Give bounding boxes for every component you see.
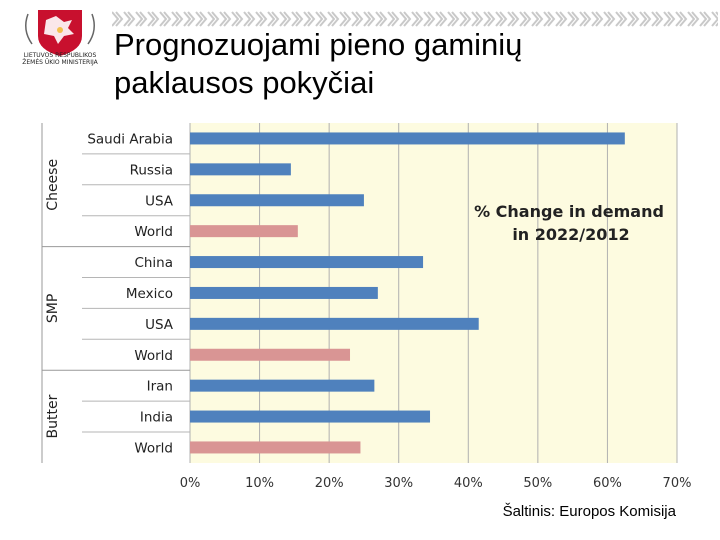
bar — [190, 379, 375, 392]
decorative-chevron — [639, 11, 652, 27]
decorative-chevron — [495, 11, 508, 27]
category-label: Iran — [147, 379, 173, 395]
decorative-chevron — [615, 11, 628, 27]
decorative-chevron — [207, 11, 220, 27]
x-tick-label: 20% — [315, 476, 344, 491]
decorative-chevron — [171, 11, 184, 27]
decorative-chevron — [507, 11, 520, 27]
x-tick-label: 70% — [663, 476, 692, 491]
ministry-caption-line2: ŽEMĖS ŪKIO MINISTERIJA — [22, 59, 98, 66]
decorative-chevron — [411, 11, 424, 27]
category-label: World — [134, 440, 173, 456]
decorative-chevron — [675, 11, 688, 27]
decorative-chevron — [351, 11, 364, 27]
source-note: Šaltinis: Europos Komisija — [502, 503, 676, 520]
decorative-chevron — [591, 11, 604, 27]
decorative-chevron — [483, 11, 496, 27]
category-label: India — [140, 410, 173, 426]
x-tick-label: 30% — [384, 476, 413, 491]
chart-annotation-line1: % Change in demand — [474, 202, 664, 221]
decorative-chevron — [195, 11, 208, 27]
bar — [190, 132, 625, 145]
bar — [190, 225, 298, 238]
decorative-chevron — [315, 11, 328, 27]
x-tick-label: 10% — [245, 476, 274, 491]
ministry-caption-line1: LIETUVOS RESPUBLIKOS — [23, 52, 97, 59]
bar — [190, 441, 361, 454]
decorative-chevron — [147, 11, 160, 27]
decorative-chevron — [447, 11, 460, 27]
decorative-chevron — [567, 11, 580, 27]
decorative-pattern-band — [112, 11, 718, 27]
decorative-chevron — [387, 11, 400, 27]
decorative-chevron — [435, 11, 448, 27]
decorative-chevron — [471, 11, 484, 27]
chart-annotation-line2: in 2022/2012 — [512, 225, 629, 244]
decorative-chevron — [663, 11, 676, 27]
category-label: World — [134, 224, 173, 240]
decorative-chevron — [279, 11, 292, 27]
x-tick-label: 40% — [454, 476, 483, 491]
decorative-chevron — [399, 11, 412, 27]
x-tick-label: 0% — [180, 476, 201, 491]
decorative-chevron — [531, 11, 544, 27]
decorative-chevron — [579, 11, 592, 27]
decorative-chevron — [627, 11, 640, 27]
decorative-chevron — [231, 11, 244, 27]
ministry-caption: LIETUVOS RESPUBLIKOS ŽEMĖS ŪKIO MINISTER… — [4, 52, 116, 66]
x-tick-label: 60% — [593, 476, 622, 491]
bar — [190, 410, 431, 423]
decorative-chevron — [375, 11, 388, 27]
decorative-chevron — [267, 11, 280, 27]
page-title: Prognozuojami pieno gaminių paklausos po… — [114, 26, 522, 102]
decorative-chevron — [112, 11, 124, 27]
bar — [190, 256, 424, 269]
category-label: Saudi Arabia — [87, 131, 173, 147]
decorative-chevron — [291, 11, 304, 27]
decorative-chevron — [699, 11, 712, 27]
page-title-line1: Prognozuojami pieno gaminių — [114, 27, 523, 62]
category-label: Russia — [130, 162, 173, 178]
decorative-chevron — [543, 11, 556, 27]
decorative-chevron — [711, 11, 718, 27]
decorative-chevron — [135, 11, 148, 27]
bar — [190, 286, 378, 299]
decorative-chevron — [459, 11, 472, 27]
group-label: SMP — [45, 294, 61, 323]
decorative-chevron — [363, 11, 376, 27]
decorative-chevron — [327, 11, 340, 27]
decorative-chevron — [159, 11, 172, 27]
decorative-chevron — [555, 11, 568, 27]
category-label: World — [134, 348, 173, 364]
category-label: China — [134, 255, 173, 271]
decorative-chevron — [303, 11, 316, 27]
x-tick-label: 50% — [523, 476, 552, 491]
page-title-line2: paklausos pokyčiai — [114, 65, 375, 100]
bar — [190, 348, 351, 361]
category-label: USA — [145, 317, 174, 333]
decorative-chevron — [603, 11, 616, 27]
bar — [190, 163, 291, 176]
group-label: Cheese — [45, 159, 61, 211]
decorative-chevron — [339, 11, 352, 27]
decorative-chevron — [687, 11, 700, 27]
decorative-chevron — [123, 11, 136, 27]
category-label: Mexico — [126, 286, 173, 302]
decorative-chevron — [519, 11, 532, 27]
coat-of-arms-logo — [25, 10, 95, 56]
decorative-chevron — [423, 11, 436, 27]
decorative-chevron — [183, 11, 196, 27]
bar — [190, 194, 364, 207]
category-label: USA — [145, 193, 174, 209]
bar — [190, 317, 479, 330]
decorative-chevron — [219, 11, 232, 27]
decorative-chevron — [243, 11, 256, 27]
decorative-chevron — [255, 11, 268, 27]
group-label: Butter — [45, 394, 61, 438]
decorative-chevron — [651, 11, 664, 27]
